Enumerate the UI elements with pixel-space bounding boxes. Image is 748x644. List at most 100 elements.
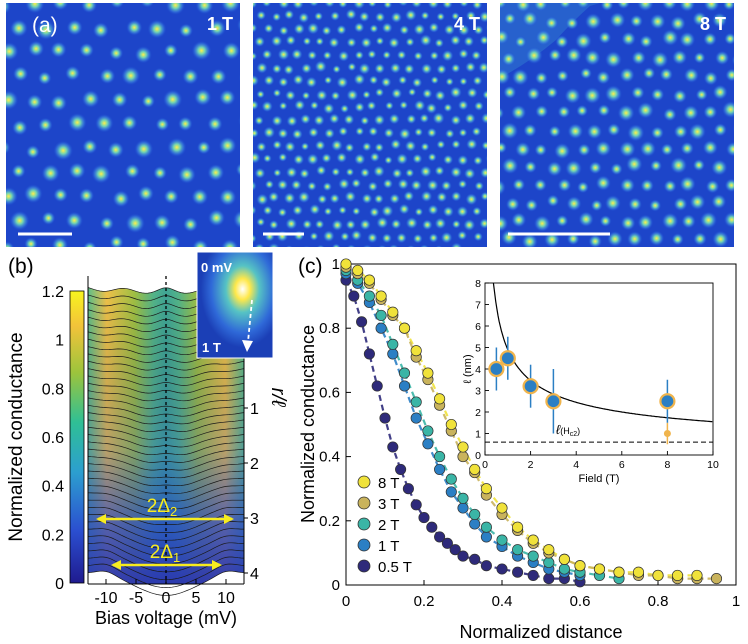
vortex-spot <box>610 162 623 176</box>
vortex-spot <box>436 64 447 75</box>
vortex-spot <box>331 167 341 177</box>
vortex-spot <box>25 3 45 14</box>
vortex-spot <box>302 219 313 230</box>
vortex-spot <box>479 218 487 229</box>
vortex-spot <box>441 49 454 62</box>
main-axes: 0 0.2 0.4 0.6 0.8 1 0 0.2 0.4 0.6 0.8 1 Normalized… <box>298 256 740 642</box>
data-point <box>422 367 434 379</box>
vortex-spot <box>263 23 274 34</box>
vortex-spot <box>648 230 665 246</box>
vortex-spot <box>556 214 569 227</box>
vortex-spot <box>732 123 734 133</box>
x-tick-label: 0.2 <box>414 593 435 610</box>
vortex-spot <box>525 46 543 64</box>
vortex-spot <box>405 37 415 47</box>
vortex-spot <box>617 104 635 122</box>
legend-marker <box>357 559 371 573</box>
vortex-spot <box>465 61 476 73</box>
vortex-spot <box>338 178 350 190</box>
vortex-spot <box>490 50 499 59</box>
vortex-spot <box>301 91 311 100</box>
vortex-spot <box>414 207 424 217</box>
vortex-spot <box>428 22 440 33</box>
vortex-spot <box>450 166 463 179</box>
vortex-spot <box>713 123 727 137</box>
vortex-spot <box>557 105 571 119</box>
data-point <box>410 412 422 424</box>
vortex-spot <box>284 141 296 153</box>
data-point <box>363 348 375 360</box>
x-tick-label: 0 <box>342 593 350 610</box>
vortex-spot <box>404 9 417 22</box>
vortex-spot <box>430 75 440 85</box>
vortex-spot <box>505 197 520 212</box>
vortex-spot <box>253 128 259 138</box>
inset-x-title: Field (T) <box>579 473 620 485</box>
vortex-spot <box>358 62 371 75</box>
vortex-spot <box>285 35 297 46</box>
vortex-spot <box>340 231 350 242</box>
vortex-spot <box>702 247 718 263</box>
vortex-spot <box>699 211 718 229</box>
vortex-spot <box>81 3 98 14</box>
vortex-spot <box>253 99 259 111</box>
vortex-spot <box>290 179 302 191</box>
vortex-spot <box>480 167 487 179</box>
data-point <box>398 380 411 392</box>
inset-x-tick-label: 8 <box>664 459 670 471</box>
vortex-spot <box>487 0 497 9</box>
vortex-spot <box>207 209 226 227</box>
data-point <box>543 544 555 556</box>
vortex-spot <box>449 34 462 46</box>
vortex-spot <box>283 64 295 76</box>
vortex-spot <box>374 142 385 153</box>
vortex-spot <box>126 19 143 36</box>
vortex-spot <box>475 257 484 266</box>
vortex-spot <box>263 126 276 139</box>
vortex-spot <box>99 216 115 231</box>
vortex-spot <box>469 251 484 266</box>
inset-x-tick-label: 0 <box>482 459 488 471</box>
vortex-spot <box>346 37 357 48</box>
vortex-spot <box>313 114 325 127</box>
vortex-spot <box>500 179 506 196</box>
vortex-spot <box>112 190 130 208</box>
vortex-spot <box>396 153 409 165</box>
inset-y-tick-label: 6 <box>475 321 481 333</box>
vortex-spot <box>511 68 529 86</box>
vortex-spot <box>459 77 468 86</box>
vortex-spot <box>451 219 461 229</box>
vortex-spot <box>703 105 718 120</box>
field-label-8T: 8 T <box>700 14 726 34</box>
vortex-spot <box>272 12 282 22</box>
vortex-spot <box>662 249 676 263</box>
spectrum-curve <box>87 492 245 510</box>
vortex-spot <box>625 155 643 173</box>
vortex-spot <box>369 24 379 34</box>
data-point <box>543 573 555 585</box>
vortex-spot <box>481 140 487 151</box>
inset-point <box>522 378 539 395</box>
vortex-spot <box>398 75 408 85</box>
vortex-spot <box>192 239 209 247</box>
vortex-spot <box>177 116 193 132</box>
vortex-spot <box>501 122 519 140</box>
vortex-spot <box>369 206 380 218</box>
vortex-spot <box>50 94 68 112</box>
data-point <box>527 534 539 546</box>
colorbar-tick-label: 1.2 <box>42 284 64 301</box>
vortex-spot <box>619 140 636 158</box>
vortex-spot <box>403 190 415 202</box>
inset-point <box>659 393 676 410</box>
right-axis-title: r/ℓ <box>267 388 289 408</box>
vortex-spot <box>238 113 250 125</box>
data-point <box>710 573 723 585</box>
gap1-arrowhead-right <box>212 560 222 570</box>
inset-top-label: 0 mV <box>201 260 232 275</box>
vortex-spot <box>336 24 347 35</box>
vortex-spot <box>369 151 380 163</box>
vortex-spot <box>272 88 282 98</box>
vortex-spot <box>427 3 440 9</box>
vortex-spot <box>324 127 335 139</box>
